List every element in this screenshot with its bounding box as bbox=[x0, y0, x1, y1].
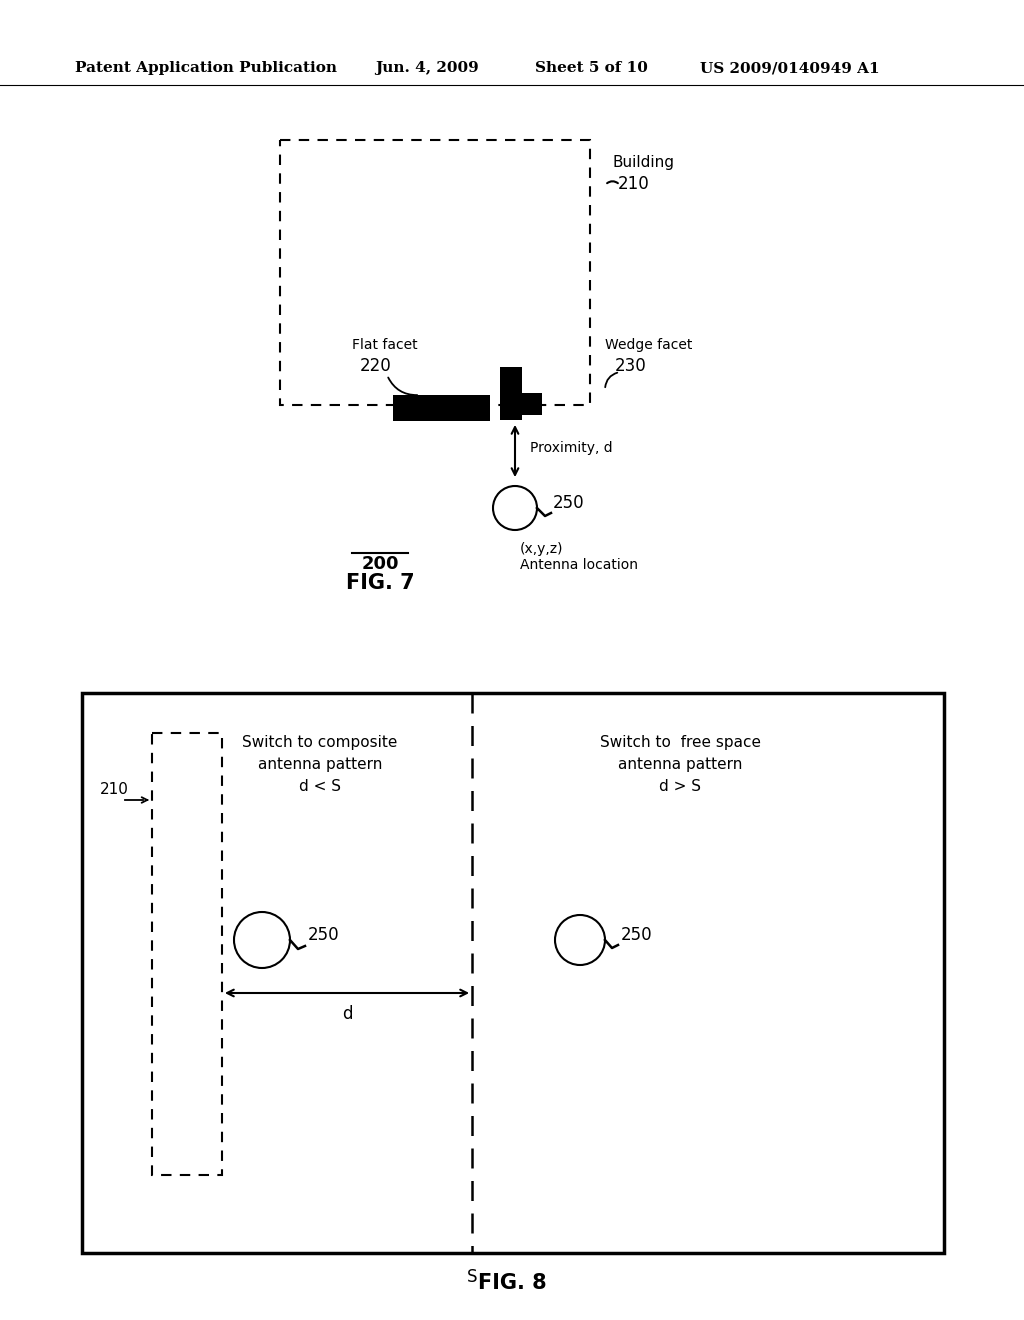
Text: Patent Application Publication: Patent Application Publication bbox=[75, 61, 337, 75]
Text: 200: 200 bbox=[361, 554, 398, 573]
Bar bbox=[152, 733, 222, 1175]
Circle shape bbox=[493, 486, 537, 531]
Text: antenna pattern: antenna pattern bbox=[258, 756, 382, 772]
Text: (x,y,z): (x,y,z) bbox=[520, 543, 563, 556]
Bar bbox=[280, 140, 590, 405]
Text: Building: Building bbox=[612, 154, 674, 170]
Text: Flat facet: Flat facet bbox=[352, 338, 418, 352]
Text: 210: 210 bbox=[100, 783, 129, 797]
Text: Switch to  free space: Switch to free space bbox=[599, 735, 761, 750]
Text: Wedge facet: Wedge facet bbox=[605, 338, 692, 352]
Text: 250: 250 bbox=[553, 494, 585, 512]
Text: antenna pattern: antenna pattern bbox=[617, 756, 742, 772]
Text: 250: 250 bbox=[621, 927, 652, 944]
Circle shape bbox=[555, 915, 605, 965]
Text: 220: 220 bbox=[360, 356, 392, 375]
Text: S: S bbox=[467, 1269, 477, 1286]
Text: Proximity, d: Proximity, d bbox=[530, 441, 612, 455]
Text: d < S: d < S bbox=[299, 779, 341, 795]
Text: 250: 250 bbox=[308, 927, 340, 944]
Text: Sheet 5 of 10: Sheet 5 of 10 bbox=[535, 61, 648, 75]
Bar bbox=[82, 693, 944, 1253]
Circle shape bbox=[234, 912, 290, 968]
Bar bbox=[500, 393, 542, 414]
Text: US 2009/0140949 A1: US 2009/0140949 A1 bbox=[700, 61, 880, 75]
Text: 210: 210 bbox=[618, 176, 650, 193]
Text: FIG. 7: FIG. 7 bbox=[346, 573, 415, 593]
Text: d > S: d > S bbox=[659, 779, 701, 795]
Bar bbox=[393, 395, 490, 421]
Text: Antenna location: Antenna location bbox=[520, 558, 638, 572]
Text: Jun. 4, 2009: Jun. 4, 2009 bbox=[375, 61, 479, 75]
Bar bbox=[500, 367, 522, 420]
Text: d: d bbox=[342, 1005, 352, 1023]
Text: FIG. 8: FIG. 8 bbox=[477, 1272, 547, 1294]
Text: Switch to composite: Switch to composite bbox=[243, 735, 397, 750]
Text: 230: 230 bbox=[615, 356, 647, 375]
